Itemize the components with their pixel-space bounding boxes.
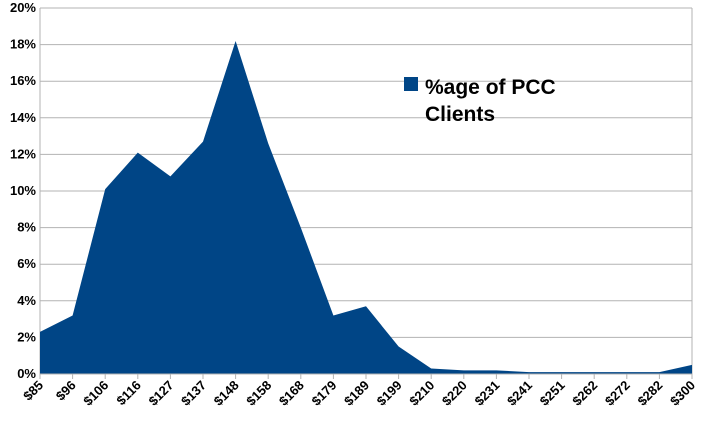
y-axis: 0% 2% 4% 6% 8% 10% 12% 14% 16% 18% 20% [10,0,36,381]
y-tick-label: 8% [17,220,36,235]
x-tick-label: $272 [602,378,633,409]
y-tick-label: 14% [10,110,36,125]
legend: %age of PCC Clients [404,76,556,126]
y-tick-label: 16% [10,73,36,88]
x-tick-label: $127 [145,378,176,409]
y-tick-label: 2% [17,329,36,344]
x-tick-label: $168 [276,378,307,409]
x-tick-label: $96 [53,378,79,404]
x-tick-label: $220 [439,378,470,409]
x-tick-label: $300 [667,378,698,409]
x-tick-label: $137 [178,378,209,409]
x-tick-label: $199 [374,378,405,409]
x-tick-label: $210 [406,378,437,409]
x-tick-label: $251 [537,378,568,409]
x-tick-label: $158 [243,378,274,409]
x-axis: $85 $96 $106 $116 $127 $137 $148 $158 $168 $179 $1… [20,373,698,409]
x-tick-label: $179 [308,378,339,409]
x-tick-label: $282 [634,378,665,409]
legend-label-line1: %age of PCC [425,76,556,99]
legend-swatch [404,77,418,91]
x-tick-label: $106 [80,378,111,409]
y-tick-label: 4% [17,293,36,308]
x-tick-label: $231 [471,378,502,409]
y-tick-label: 12% [10,146,36,161]
series-area-fill [40,40,692,374]
x-tick-label: $262 [569,378,600,409]
x-tick-label: $116 [113,378,144,409]
x-tick-label: $85 [20,378,46,404]
y-tick-label: 10% [10,183,36,198]
x-tick-label: $241 [504,378,535,409]
x-tick-label: $148 [211,378,242,409]
y-tick-label: 18% [10,37,36,52]
x-tick-label: $189 [341,378,372,409]
y-tick-label: 0% [17,366,36,381]
legend-label-line2: Clients [425,103,495,126]
y-tick-label: 20% [10,0,36,15]
y-tick-label: 6% [17,256,36,271]
series-area [39,40,693,374]
